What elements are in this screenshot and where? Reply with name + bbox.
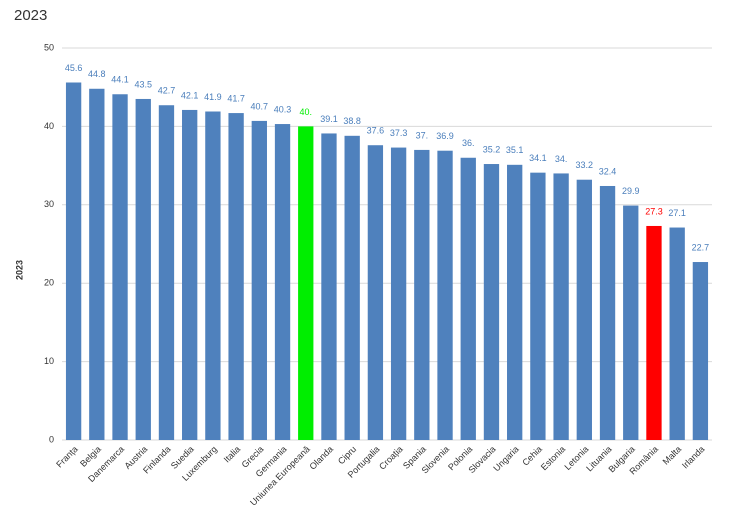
value-label: 35.2	[483, 144, 501, 154]
value-label: 33.2	[576, 160, 594, 170]
x-tick-label: Ungaria	[491, 444, 520, 473]
bar	[623, 205, 639, 440]
value-label: 44.8	[88, 69, 106, 79]
value-label: 34.	[555, 154, 568, 164]
x-tick-label: Croația	[377, 444, 405, 472]
bar	[182, 109, 198, 440]
value-label: 34.1	[529, 153, 547, 163]
value-label: 27.1	[668, 208, 686, 218]
value-label: 42.7	[158, 86, 176, 96]
bar	[367, 145, 384, 440]
bar	[483, 164, 500, 441]
chart-title: 2023	[14, 7, 47, 24]
value-label: 42.1	[181, 90, 199, 100]
value-label: 37.3	[390, 128, 408, 138]
value-label: 44.1	[111, 75, 129, 85]
y-axis-label: 2023	[14, 260, 24, 280]
value-label: 36.9	[436, 131, 454, 141]
bar	[414, 149, 430, 441]
bar	[228, 113, 244, 441]
bar	[437, 150, 453, 441]
bar	[344, 135, 360, 441]
value-label: 22.7	[692, 242, 710, 252]
value-label: 43.5	[134, 79, 152, 89]
y-tick-label: 40	[44, 121, 54, 131]
bar	[692, 262, 709, 440]
value-label: 32.4	[599, 166, 617, 176]
x-tick-label: Italia	[222, 444, 243, 465]
value-label: 36.	[462, 138, 475, 148]
value-label: 37.6	[367, 126, 385, 136]
value-label: 37.	[416, 130, 429, 140]
x-tick-label: Estonia	[539, 444, 567, 472]
y-tick-label: 30	[44, 199, 54, 209]
value-label: 40.3	[274, 104, 292, 114]
bar	[599, 185, 616, 440]
x-tick-label: Franța	[54, 444, 79, 469]
y-tick-label: 0	[49, 434, 54, 444]
bar	[460, 157, 476, 440]
value-label: 29.9	[622, 186, 640, 196]
bar	[576, 179, 592, 440]
bar	[646, 225, 662, 440]
bar	[669, 227, 685, 440]
bar	[298, 126, 314, 441]
bar	[553, 173, 569, 440]
bar	[321, 133, 337, 440]
bar	[112, 94, 128, 441]
value-label: 45.6	[65, 63, 83, 73]
bar	[390, 147, 407, 440]
y-tick-label: 50	[44, 42, 54, 52]
bar	[65, 82, 82, 440]
value-label: 40.	[299, 107, 312, 117]
bar	[158, 105, 175, 441]
value-label: 41.7	[227, 93, 245, 103]
y-tick-label: 10	[44, 356, 54, 366]
value-label: 27.3	[645, 206, 663, 216]
value-label: 40.7	[251, 101, 269, 111]
bar	[274, 124, 291, 440]
bar	[530, 172, 546, 440]
x-tick-label: Irlanda	[680, 444, 707, 471]
value-label: 41.9	[204, 92, 222, 102]
bar	[205, 111, 221, 440]
value-label: 38.8	[343, 116, 361, 126]
bar	[507, 164, 523, 441]
value-label: 39.1	[320, 114, 338, 124]
x-tick-label: Olanda	[307, 444, 335, 472]
bar	[135, 98, 151, 441]
bar	[89, 88, 105, 440]
y-tick-label: 20	[44, 278, 54, 288]
value-label: 35.1	[506, 145, 524, 155]
bar	[251, 120, 267, 441]
